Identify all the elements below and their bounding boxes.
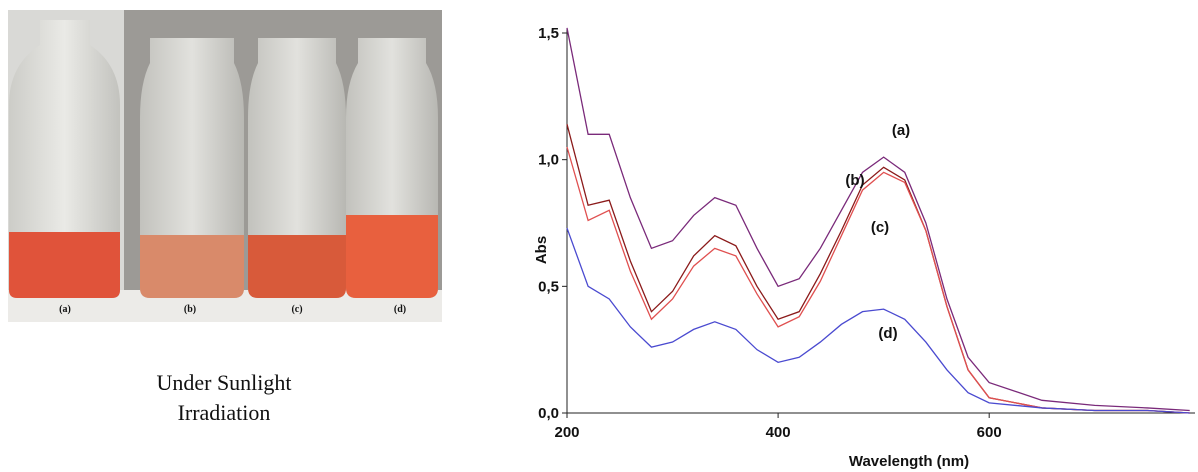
x-tick-label: 600	[977, 424, 1002, 441]
series-line	[566, 146, 1190, 414]
x-axis-label: Wavelength (nm)	[849, 453, 969, 470]
caption: Irradiation	[178, 400, 271, 425]
vial	[9, 20, 120, 298]
vial	[140, 38, 244, 298]
photo-label: (c)	[291, 304, 302, 315]
photo-label: (a)	[59, 304, 71, 315]
y-tick-label: 0,5	[538, 278, 559, 295]
x-tick-label: 200	[554, 424, 579, 441]
photo-label: (d)	[394, 304, 406, 315]
vial	[346, 38, 438, 298]
x-tick-label: 400	[766, 424, 791, 441]
vial	[248, 38, 346, 298]
series-line	[566, 227, 1190, 414]
photo-label: (b)	[184, 304, 196, 315]
photo: (a) (b) (c) (d)	[8, 10, 442, 322]
y-axis-label: Abs	[533, 236, 550, 264]
series-label: (b)	[845, 172, 864, 189]
series-line	[566, 27, 1190, 412]
series-label: (c)	[871, 219, 889, 236]
caption: Under Sunlight	[156, 370, 291, 395]
y-tick-label: 0,0	[538, 405, 559, 422]
series-label: (d)	[878, 325, 897, 342]
series-label: (a)	[892, 122, 910, 139]
y-tick-label: 1,0	[538, 152, 559, 169]
chart: 0,0 0,5 1,0 1,5 200 400 600 Wavelength (nm) Abs (…	[533, 25, 1195, 470]
y-tick-label: 1,5	[538, 25, 559, 42]
series-line	[566, 124, 1190, 414]
